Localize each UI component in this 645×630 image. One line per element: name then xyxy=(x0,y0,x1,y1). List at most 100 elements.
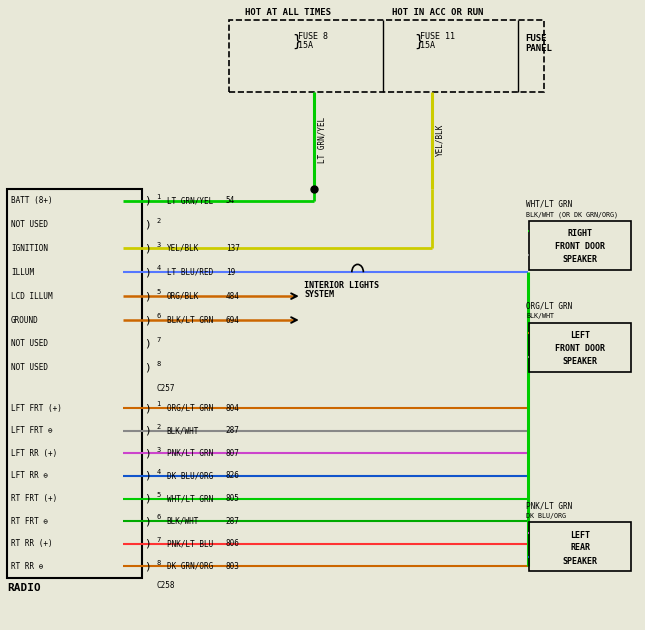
Text: WHT/LT GRN: WHT/LT GRN xyxy=(526,200,572,209)
Text: IGNITION: IGNITION xyxy=(11,244,48,253)
Text: FUSE 11: FUSE 11 xyxy=(420,32,455,41)
Text: LCD ILLUM: LCD ILLUM xyxy=(11,292,53,301)
Text: 694: 694 xyxy=(226,316,240,324)
Text: RIGHT: RIGHT xyxy=(568,229,593,238)
Text: ): ) xyxy=(144,267,151,277)
Text: WHT/LT GRN: WHT/LT GRN xyxy=(166,494,213,503)
Text: NOT USED: NOT USED xyxy=(11,364,48,372)
Text: DK GRN/ORG: DK GRN/ORG xyxy=(166,562,213,571)
Text: 803: 803 xyxy=(226,562,240,571)
Text: 826: 826 xyxy=(226,471,240,481)
Text: LFT RR ⊖: LFT RR ⊖ xyxy=(11,471,48,481)
Text: 4: 4 xyxy=(156,469,161,475)
Text: LFT FRT ⊖: LFT FRT ⊖ xyxy=(11,426,53,435)
Bar xyxy=(7,189,142,578)
Text: PNK/LT GRN: PNK/LT GRN xyxy=(166,449,213,458)
Text: LEFT: LEFT xyxy=(570,331,590,340)
Text: YEL/BLK: YEL/BLK xyxy=(435,124,444,156)
Text: 287: 287 xyxy=(226,426,240,435)
Text: RT FRT ⊖: RT FRT ⊖ xyxy=(11,517,48,525)
Text: 287: 287 xyxy=(226,517,240,525)
Text: 7: 7 xyxy=(156,337,161,343)
Text: 807: 807 xyxy=(226,449,240,458)
Text: FUSE: FUSE xyxy=(525,34,546,43)
Text: ): ) xyxy=(144,403,151,413)
Text: DK BLU/ORG: DK BLU/ORG xyxy=(526,513,566,519)
Text: 3: 3 xyxy=(156,447,161,452)
Text: ): ) xyxy=(144,339,151,349)
Text: HOT AT ALL TIMES: HOT AT ALL TIMES xyxy=(245,8,331,16)
Text: PANEL: PANEL xyxy=(525,44,551,53)
Text: ORG/BLK: ORG/BLK xyxy=(166,292,199,301)
Text: 15A: 15A xyxy=(420,41,435,50)
Text: LFT FRT (+): LFT FRT (+) xyxy=(11,404,62,413)
Text: 2: 2 xyxy=(156,218,161,224)
Text: 805: 805 xyxy=(226,494,240,503)
Text: LFT RR (+): LFT RR (+) xyxy=(11,449,57,458)
Bar xyxy=(530,323,631,372)
Text: 2: 2 xyxy=(156,424,161,430)
Text: 804: 804 xyxy=(226,404,240,413)
Text: 3: 3 xyxy=(156,241,161,248)
Bar xyxy=(530,522,631,571)
Text: SPEAKER: SPEAKER xyxy=(562,255,598,265)
Text: 54: 54 xyxy=(226,196,235,205)
Text: PNK/LT GRN: PNK/LT GRN xyxy=(526,501,572,510)
Text: ): ) xyxy=(144,315,151,325)
Text: ): ) xyxy=(144,363,151,373)
Text: HOT IN ACC OR RUN: HOT IN ACC OR RUN xyxy=(392,8,483,16)
Text: 7: 7 xyxy=(156,537,161,543)
Text: ): ) xyxy=(144,449,151,458)
Text: GROUND: GROUND xyxy=(11,316,39,324)
Text: 806: 806 xyxy=(226,539,240,548)
Text: FRONT DOOR: FRONT DOOR xyxy=(555,343,605,353)
Text: ): ) xyxy=(144,471,151,481)
Text: LT BLU/RED: LT BLU/RED xyxy=(166,268,213,277)
Text: YEL/BLK: YEL/BLK xyxy=(166,244,199,253)
Text: NOT USED: NOT USED xyxy=(11,340,48,348)
Text: ): ) xyxy=(144,219,151,229)
Text: BLK/WHT: BLK/WHT xyxy=(166,426,199,435)
Text: ): ) xyxy=(144,243,151,253)
Text: 15A: 15A xyxy=(298,41,313,50)
Text: ): ) xyxy=(144,426,151,436)
Text: ORG/LT GRN: ORG/LT GRN xyxy=(166,404,213,413)
Text: SPEAKER: SPEAKER xyxy=(562,357,598,366)
Text: ): ) xyxy=(144,561,151,571)
Text: BATT (8+): BATT (8+) xyxy=(11,196,53,205)
Text: LT GRN/YEL: LT GRN/YEL xyxy=(166,196,213,205)
Text: BLK/WHT: BLK/WHT xyxy=(166,517,199,525)
Text: }: } xyxy=(414,34,423,49)
Bar xyxy=(530,220,631,270)
Text: SYSTEM: SYSTEM xyxy=(304,290,334,299)
Text: ): ) xyxy=(144,516,151,526)
Text: NOT USED: NOT USED xyxy=(11,220,48,229)
Text: 5: 5 xyxy=(156,289,161,295)
Text: REAR: REAR xyxy=(570,544,590,553)
Text: SPEAKER: SPEAKER xyxy=(562,557,598,566)
Text: RT RR ⊖: RT RR ⊖ xyxy=(11,562,43,571)
Text: 1: 1 xyxy=(156,194,161,200)
Text: LT GRN/YEL: LT GRN/YEL xyxy=(317,117,326,163)
Text: INTERIOR LIGHTS: INTERIOR LIGHTS xyxy=(304,281,379,290)
Text: ): ) xyxy=(144,539,151,549)
Text: FUSE 8: FUSE 8 xyxy=(298,32,328,41)
Text: BLK/WHT: BLK/WHT xyxy=(526,313,554,319)
Text: ORG/LT GRN: ORG/LT GRN xyxy=(526,302,572,311)
Text: ): ) xyxy=(144,493,151,503)
Text: 8: 8 xyxy=(156,559,161,566)
Text: RADIO: RADIO xyxy=(7,583,41,593)
Text: PNK/LT BLU: PNK/LT BLU xyxy=(166,539,213,548)
Text: 5: 5 xyxy=(156,492,161,498)
Text: LEFT: LEFT xyxy=(570,531,590,540)
Text: BLK/WHT (OR DK GRN/ORG): BLK/WHT (OR DK GRN/ORG) xyxy=(526,211,618,218)
Text: ): ) xyxy=(144,291,151,301)
Text: BLK/LT GRN: BLK/LT GRN xyxy=(166,316,213,324)
Text: RT FRT (+): RT FRT (+) xyxy=(11,494,57,503)
Text: 137: 137 xyxy=(226,244,240,253)
Text: 4: 4 xyxy=(156,265,161,272)
Text: C257: C257 xyxy=(156,384,175,393)
Text: 6: 6 xyxy=(156,313,161,319)
Text: ILLUM: ILLUM xyxy=(11,268,34,277)
Text: 19: 19 xyxy=(226,268,235,277)
